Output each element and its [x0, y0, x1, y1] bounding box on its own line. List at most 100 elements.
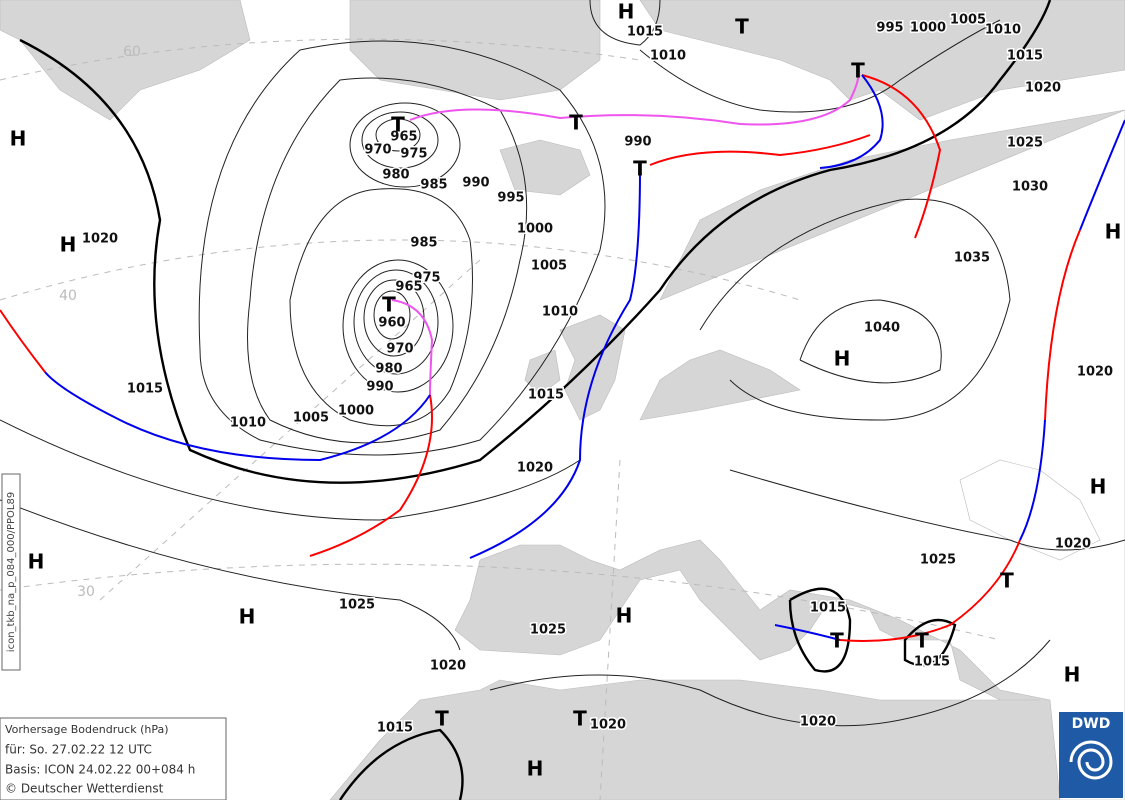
isobar [198, 40, 606, 456]
pressure-label: 1015 [528, 388, 564, 403]
britain [559, 314, 626, 421]
cold-front [819, 74, 884, 169]
isobar [729, 469, 1125, 551]
info-title: Vorhersage Bodendruck (hPa) [5, 723, 169, 736]
pressure-label: 970 [386, 342, 413, 357]
cold-front [1019, 419, 1046, 541]
pressure-label: 1030 [1012, 180, 1048, 195]
north-sea-coast [639, 349, 801, 421]
pressure-label: 1000 [338, 404, 374, 419]
isobar [699, 198, 1011, 421]
pressure-label: 1020 [800, 715, 836, 730]
pressure-label: 980 [375, 362, 402, 377]
pressure-label: 995 [876, 21, 903, 36]
pressure-label: 1015 [627, 25, 663, 40]
pressure-label: 1025 [920, 553, 956, 568]
greenland-east [349, 0, 601, 101]
info-credit: © Deutscher Wetterdienst [5, 782, 164, 796]
pressure-label: 990 [462, 176, 489, 191]
logo-swirl [1069, 740, 1113, 780]
pressure-center: H [28, 550, 45, 574]
pressure-center: T [830, 629, 844, 653]
pressure-label: 1010 [542, 305, 578, 320]
pressure-label: 990 [366, 380, 393, 395]
pressure-label: 1025 [339, 598, 375, 613]
fronts [0, 71, 1125, 642]
isobar [0, 499, 461, 651]
isobar [339, 728, 464, 800]
black-sea [959, 459, 1101, 561]
pressure-label: 1000 [517, 222, 553, 237]
pressure-label: 1005 [950, 13, 986, 28]
pressure-label: 1020 [430, 659, 466, 674]
longitude-line [99, 259, 481, 601]
pressure-label: 995 [497, 191, 524, 206]
info-valid: für: So. 27.02.22 12 UTC [5, 743, 152, 757]
warm-front [649, 134, 871, 166]
occluded-front [409, 71, 860, 126]
cold-front [44, 371, 431, 462]
pressure-label: 1035 [954, 251, 990, 266]
pressure-label: 1025 [530, 623, 566, 638]
pressure-center: T [569, 111, 583, 135]
pressure-label: 1015 [127, 382, 163, 397]
pressure-center: H [1105, 220, 1122, 244]
pressure-label: 1040 [864, 321, 900, 336]
latitude-line [0, 563, 1001, 641]
pressure-center: H [10, 127, 27, 151]
pressure-label: 960 [378, 316, 405, 331]
isobar [903, 618, 957, 667]
warm-front [309, 394, 433, 557]
grid-label: 30 [77, 584, 95, 600]
isobar [375, 118, 421, 152]
pressure-center: T [633, 157, 647, 181]
grid-lines [0, 38, 1001, 800]
pressure-label: 970 [364, 143, 391, 158]
pressure-center: H [616, 604, 633, 628]
pressure-label: 975 [413, 271, 440, 286]
pressure-label: 965 [395, 280, 422, 295]
pressure-center: T [382, 293, 396, 317]
warm-front [1044, 229, 1081, 421]
pressure-center: T [851, 59, 865, 83]
pressure-label: 1005 [293, 411, 329, 426]
pressure-label: 1010 [650, 49, 686, 64]
greenland [0, 0, 251, 121]
pressure-center: H [834, 347, 851, 371]
pressure-label: 1020 [517, 461, 553, 476]
pressure-label: 1020 [1077, 365, 1113, 380]
pressure-label: 1020 [590, 718, 626, 733]
isobar [349, 102, 461, 188]
pressure-center: H [618, 0, 635, 24]
pressure-center: H [239, 605, 256, 629]
isobar [247, 77, 528, 444]
pressure-label: 1015 [810, 601, 846, 616]
pressure-label: 980 [382, 168, 409, 183]
pressure-label: 990 [624, 135, 651, 150]
occluded-front [391, 299, 434, 396]
isobar [373, 290, 411, 340]
info-frame [0, 717, 227, 800]
pressure-center: T [573, 707, 587, 731]
europe-africa [329, 109, 1125, 800]
pressure-center: H [527, 757, 544, 781]
isobar [289, 188, 473, 427]
pressure-label: 1010 [985, 23, 1021, 38]
cold-front [469, 169, 641, 559]
isobar [353, 269, 439, 375]
pressure-center: T [391, 113, 405, 137]
warm-front [839, 539, 1021, 642]
grid-label: 60 [123, 44, 141, 60]
arctic [639, 0, 1125, 121]
cold-front [1079, 119, 1125, 231]
pressure-label: 965 [390, 130, 417, 145]
isobar [489, 639, 1051, 727]
pressure-label: 1015 [1007, 49, 1043, 64]
pressure-center: T [735, 15, 749, 39]
pressure-label: 1020 [82, 232, 118, 247]
pressure-label: 985 [420, 178, 447, 193]
